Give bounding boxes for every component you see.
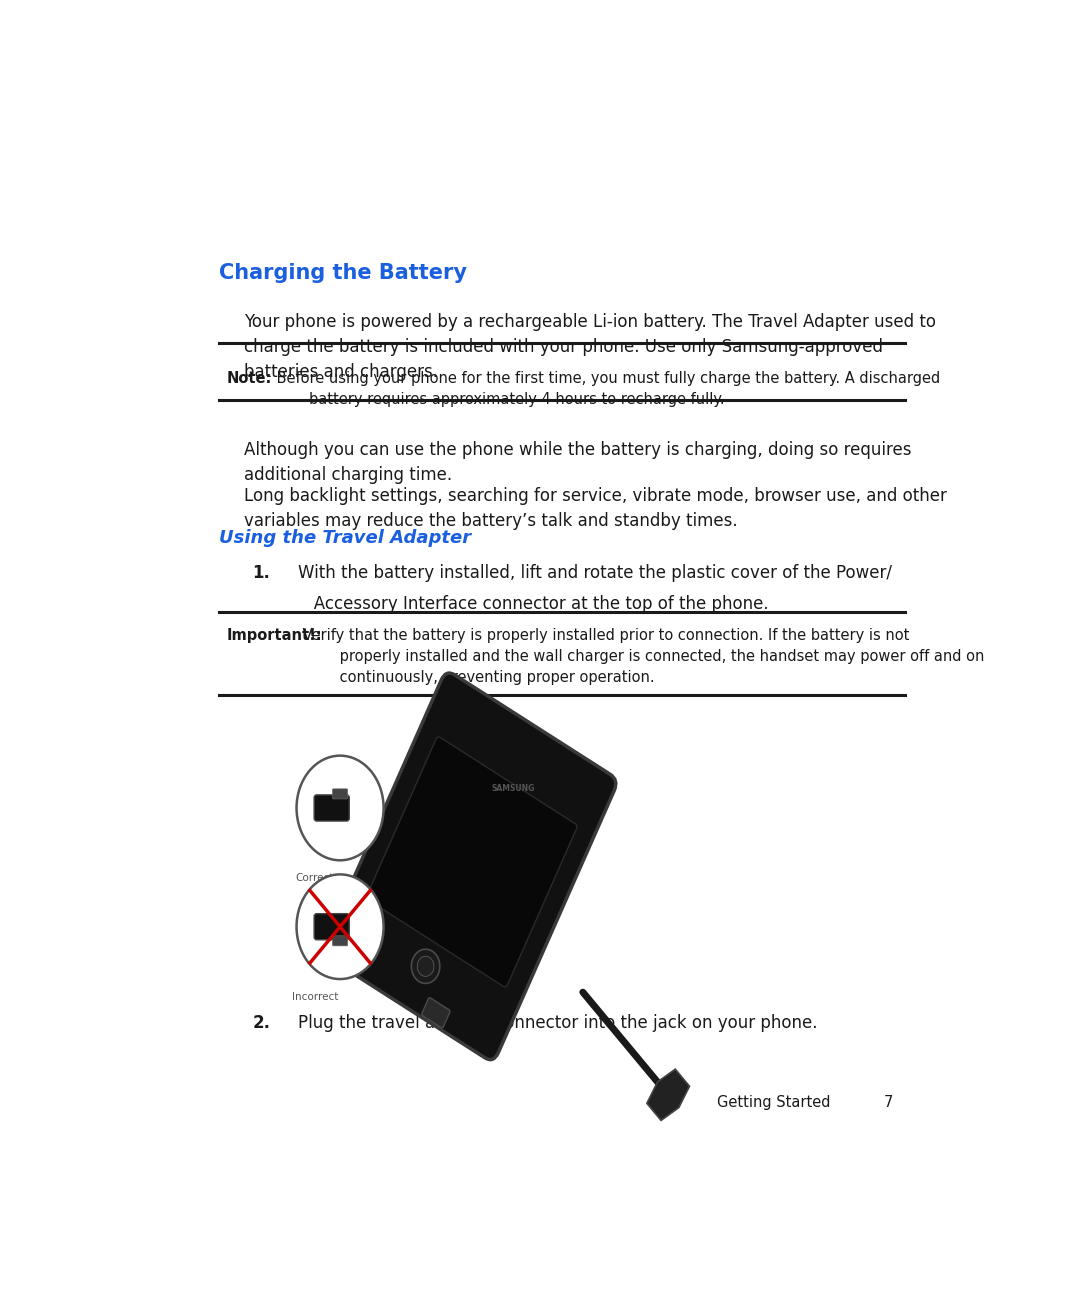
Text: Note:: Note: [227, 371, 272, 386]
Text: Your phone is powered by a rechargeable Li-ion battery. The Travel Adapter used : Your phone is powered by a rechargeable … [244, 312, 935, 380]
FancyBboxPatch shape [314, 914, 349, 940]
Text: Important!:: Important!: [227, 627, 323, 643]
Text: SAMSUNG: SAMSUNG [491, 784, 536, 793]
Text: Getting Started: Getting Started [717, 1095, 831, 1110]
FancyBboxPatch shape [366, 737, 577, 987]
FancyBboxPatch shape [333, 936, 348, 946]
Text: 2.: 2. [253, 1014, 270, 1033]
Circle shape [411, 949, 440, 983]
Text: Long backlight settings, searching for service, vibrate mode, browser use, and o: Long backlight settings, searching for s… [244, 488, 947, 529]
Text: Using the Travel Adapter: Using the Travel Adapter [218, 529, 471, 548]
Text: Incorrect: Incorrect [292, 992, 338, 1002]
Text: Correct: Correct [296, 873, 334, 884]
Text: Plug the travel adapter connector into the jack on your phone.: Plug the travel adapter connector into t… [298, 1014, 818, 1033]
FancyBboxPatch shape [314, 795, 349, 821]
Text: 1.: 1. [253, 565, 270, 583]
Text: 7: 7 [885, 1095, 893, 1110]
FancyBboxPatch shape [324, 673, 616, 1060]
Circle shape [297, 874, 383, 979]
Text: Verify that the battery is properly installed prior to connection. If the batter: Verify that the battery is properly inst… [298, 627, 985, 685]
FancyBboxPatch shape [421, 997, 450, 1027]
FancyBboxPatch shape [333, 789, 348, 799]
Text: With the battery installed, lift and rotate the plastic cover of the Power/
   A: With the battery installed, lift and rot… [298, 565, 892, 613]
Text: Charging the Battery: Charging the Battery [218, 263, 467, 282]
Text: Although you can use the phone while the battery is charging, doing so requires
: Although you can use the phone while the… [244, 440, 912, 484]
Polygon shape [647, 1069, 689, 1120]
Text: Before using your phone for the first time, you must fully charge the battery. A: Before using your phone for the first ti… [272, 371, 941, 408]
Circle shape [297, 755, 383, 860]
Circle shape [417, 957, 434, 976]
